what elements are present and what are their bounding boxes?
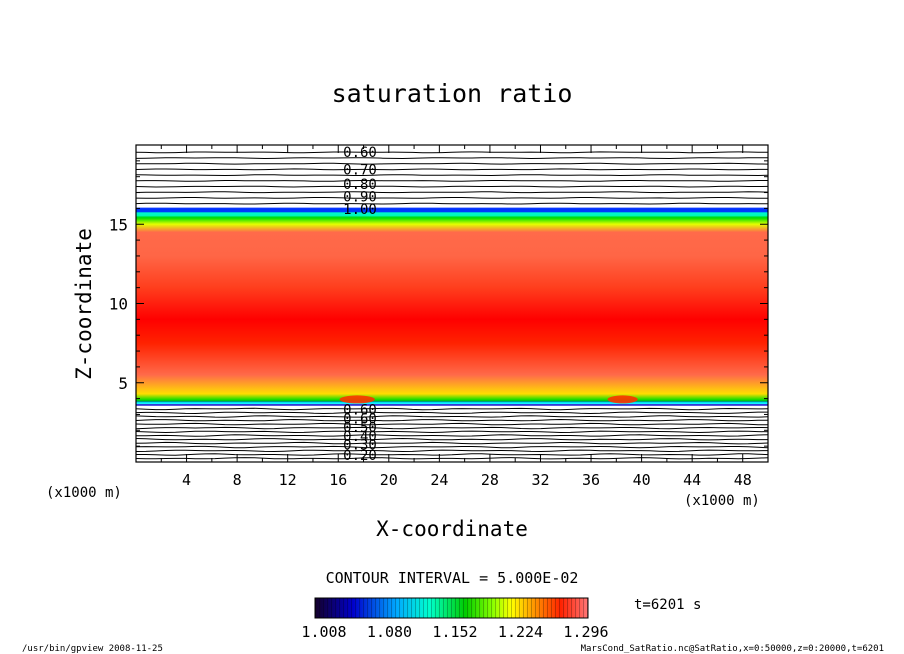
colorbar-label: 1.296 <box>563 623 608 641</box>
x-tick-label: 8 <box>233 471 242 489</box>
y-axis: 5 10 15 <box>109 160 768 447</box>
chart-title: saturation ratio <box>332 79 573 108</box>
x-tick-label: 16 <box>329 471 347 489</box>
x-unit-right: (x1000 m) <box>684 493 760 509</box>
contour-label-bottom: 0.40 <box>343 429 377 445</box>
top-cyan-edge <box>136 212 768 217</box>
contour-line-upper <box>136 162 768 165</box>
field-bumps <box>339 395 638 404</box>
contour-label-bottom: 0.20 <box>343 448 377 464</box>
contour-line-upper <box>136 202 768 205</box>
time-label: t=6201 s <box>634 597 701 613</box>
contour-line-lower <box>136 418 768 422</box>
contour-line-upper <box>136 185 768 188</box>
colorbar-stripes <box>315 598 588 618</box>
bottom-blue-edge <box>136 404 768 406</box>
contour-line-lower <box>136 437 768 441</box>
contour-label-top: 1.00 <box>343 202 377 218</box>
x-tick-label: 28 <box>481 471 499 489</box>
field-bump <box>607 395 638 404</box>
contour-line-lower <box>136 407 768 411</box>
colorbar-label: 1.008 <box>301 623 346 641</box>
x-unit-left: (x1000 m) <box>46 485 122 501</box>
x-tick-label: 32 <box>531 471 549 489</box>
contour-line-upper <box>136 179 768 182</box>
contour-line-upper <box>136 197 768 199</box>
contour-line-lower <box>136 434 768 437</box>
footer-right: MarsCond_SatRatio.nc@SatRatio,x=0:50000,… <box>581 644 884 654</box>
contour-labels: 0.600.700.800.901.000.600.600.500.400.30… <box>343 145 377 464</box>
x-tick-label: 4 <box>182 471 191 489</box>
x-tick-label: 24 <box>430 471 448 489</box>
x-tick-label: 12 <box>279 471 297 489</box>
contour-line-upper <box>136 157 768 160</box>
saturation-field <box>136 208 768 404</box>
contour-label-bottom: 0.60 <box>343 411 377 427</box>
contour-lines <box>136 151 768 460</box>
contour-label-top: 0.60 <box>343 145 377 161</box>
contour-interval: CONTOUR INTERVAL = 5.000E-02 <box>326 569 579 587</box>
contour-line-lower <box>136 445 768 449</box>
x-axis: 4 8 12 16 20 24 28 32 36 40 44 48 <box>160 145 752 489</box>
x-tick-label: 48 <box>734 471 752 489</box>
contour-line-upper <box>136 191 768 194</box>
y-tick-label: 5 <box>118 374 128 393</box>
contour-label-top: 0.80 <box>343 177 377 193</box>
contour-label-bottom: 0.50 <box>343 420 377 436</box>
contour-line-lower <box>136 430 768 434</box>
contour-line-lower <box>136 449 768 453</box>
field-bump <box>339 395 375 404</box>
contour-label-top: 0.90 <box>343 190 377 206</box>
top-blue-edge <box>136 207 768 213</box>
contour-label-top: 0.70 <box>343 163 377 179</box>
y-tick-label: 15 <box>109 215 128 234</box>
footer-left: /usr/bin/gpview 2008-11-25 <box>22 644 163 654</box>
colorbar-label: 1.080 <box>367 623 412 641</box>
x-axis-label: X-coordinate <box>376 517 528 541</box>
y-axis-label: Z-coordinate <box>72 228 96 380</box>
contour-line-lower <box>136 415 768 418</box>
contour-line-upper <box>136 168 768 171</box>
bottom-cyan-edge <box>136 401 768 405</box>
x-tick-label: 36 <box>582 471 600 489</box>
x-tick-label: 20 <box>380 471 398 489</box>
contour-line-lower <box>136 422 768 426</box>
colorbar-label: 1.224 <box>498 623 543 641</box>
colorbar-label: 1.152 <box>432 623 477 641</box>
contour-line-upper <box>136 151 768 154</box>
colorbar-labels: 1.008 1.080 1.152 1.224 1.296 <box>301 623 608 641</box>
contour-line-lower <box>136 411 768 415</box>
contour-line-lower <box>136 453 768 456</box>
y-tick-label: 10 <box>109 295 128 314</box>
contour-line-lower <box>136 457 768 460</box>
contour-label-bottom: 0.60 <box>343 403 377 419</box>
x-tick-label: 40 <box>633 471 651 489</box>
contour-line-lower <box>136 426 768 430</box>
contour-label-bottom: 0.30 <box>343 438 377 454</box>
contour-line-upper <box>136 174 768 177</box>
x-tick-label: 44 <box>683 471 701 489</box>
contour-line-lower <box>136 441 768 445</box>
